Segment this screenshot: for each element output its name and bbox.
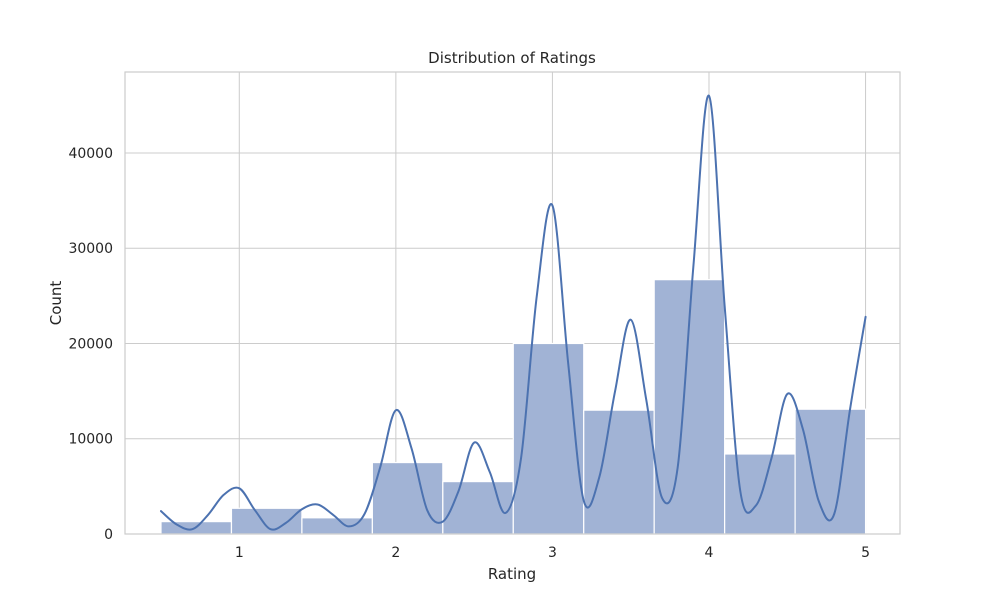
y-tick-label: 0 bbox=[104, 527, 113, 543]
y-tick-labels: 0 10000 20000 30000 40000 bbox=[68, 146, 113, 543]
histogram-bar bbox=[230, 507, 303, 535]
y-tick-label: 30000 bbox=[68, 241, 113, 257]
chart-title: Distribution of Ratings bbox=[428, 49, 596, 67]
x-tick-label: 2 bbox=[391, 545, 400, 561]
histogram-bar bbox=[512, 342, 585, 535]
y-tick-label: 10000 bbox=[68, 432, 113, 448]
histogram-bar bbox=[442, 481, 514, 535]
histogram-bar bbox=[301, 517, 373, 535]
x-tick-labels: 1 2 3 4 5 bbox=[235, 545, 870, 561]
y-axis-label: Count bbox=[47, 281, 65, 326]
y-tick-label: 20000 bbox=[68, 336, 113, 352]
x-tick-label: 1 bbox=[235, 545, 244, 561]
x-tick-label: 5 bbox=[861, 545, 870, 561]
histogram-bar bbox=[371, 461, 444, 535]
x-tick-label: 3 bbox=[548, 545, 557, 561]
histogram-bar bbox=[794, 408, 867, 535]
kde-curve bbox=[160, 94, 867, 531]
histogram-bar bbox=[583, 409, 655, 535]
x-tick-label: 4 bbox=[705, 545, 714, 561]
plot-frame bbox=[124, 71, 901, 535]
histogram-bar bbox=[724, 453, 796, 535]
x-axis-label: Rating bbox=[488, 565, 536, 583]
y-tick-label: 40000 bbox=[68, 146, 113, 162]
